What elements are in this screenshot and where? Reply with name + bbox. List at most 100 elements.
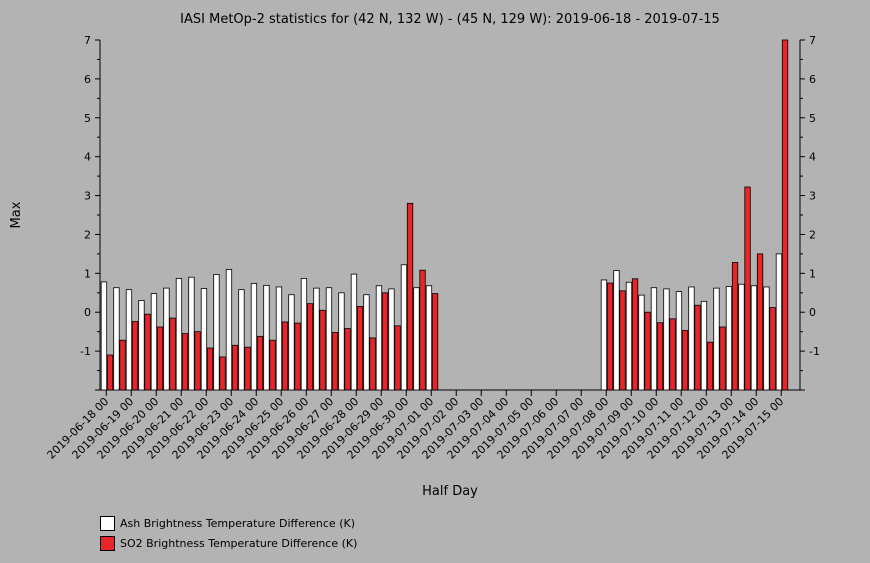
so2-bar [106,354,114,391]
ash-bar [775,253,783,391]
y-tick-label-left: 6 [84,73,91,86]
so2-bar [156,326,164,391]
legend-label-ash: Ash Brightness Temperature Difference (K… [120,516,355,530]
so2-bar [756,253,764,391]
so2-bar [344,328,351,391]
so2-bar [706,341,714,391]
so2-bar [669,318,676,391]
y-tick-label-left: 0 [84,306,91,319]
ash-bar [225,269,233,391]
ash-bar [338,292,345,391]
ash-bar [738,283,745,391]
ash-bar [150,293,158,391]
so2-bar [256,335,264,391]
ash-bar [313,287,320,391]
ash-bar [113,287,120,391]
so2-bar [269,339,276,391]
ash-bar [138,300,145,391]
ash-bar [200,288,208,391]
so2-bar [219,356,226,391]
y-tick-label-left: 1 [84,267,91,280]
ash-bar [375,285,383,391]
ash-bar [425,285,433,391]
ash-bar [175,277,183,391]
so2-bar [331,332,339,391]
ash-bar [250,283,258,391]
so2-bar [381,292,389,391]
so2-bar [731,262,739,391]
y-tick-label-right: 5 [809,112,816,125]
ash-bar [288,294,295,391]
legend-swatch-ash [100,515,115,531]
so2-bar [319,309,326,391]
so2-bar [631,278,639,391]
so2-bar [131,321,139,391]
y-tick-label-left: 3 [84,190,91,203]
so2-bar [194,331,201,391]
ash-bar [188,276,195,391]
y-tick-label-right: 2 [809,228,816,241]
so2-bar [406,202,414,391]
ash-bar [750,285,758,391]
y-tick-label-left: 4 [84,151,91,164]
y-tick-label-left: 7 [84,34,91,47]
x-axis-label: Half Day [422,484,478,499]
ash-bar [763,286,770,391]
ash-bar [300,277,308,391]
ash-bar [638,294,645,391]
so2-bar [431,293,439,391]
chart-title: IASI MetOp-2 statistics for (42 N, 132 W… [180,12,720,27]
y-tick-label-right: 1 [809,267,816,280]
ash-bar [100,281,108,391]
ash-bar [388,288,395,391]
ash-bar [700,300,708,391]
so2-bar [694,304,701,391]
so2-bar [206,347,214,391]
so2-bar [144,313,151,391]
so2-bar [744,186,751,391]
y-tick-label-left: 2 [84,228,91,241]
so2-bar [294,322,301,391]
ash-bar [325,287,333,391]
y-tick-label-right: 7 [809,34,816,47]
legend: Ash Brightness Temperature Difference (K… [100,513,357,553]
ash-bar [350,273,358,391]
ash-bar [725,286,733,391]
ash-bar [625,281,633,391]
y-axis-label: Max [9,201,24,228]
y-tick-label-right: 0 [809,306,816,319]
y-tick-label-right: -1 [809,345,820,358]
ash-bar [238,289,245,391]
ash-bar [600,279,608,391]
y-tick-label-left: -1 [80,345,91,358]
y-tick-label-left: 5 [84,112,91,125]
ash-bar [363,294,370,391]
so2-bar [681,330,689,391]
ash-bar [688,286,695,391]
so2-bar [169,317,176,391]
so2-bar [656,322,664,391]
ash-bar [263,284,270,391]
so2-bar [781,39,789,391]
so2-bar [119,339,126,391]
so2-bar [244,346,251,391]
so2-bar [619,290,626,391]
so2-bar [369,337,376,391]
so2-bar [356,305,364,391]
so2-bar [281,321,289,391]
legend-item-so2: SO2 Brightness Temperature Difference (K… [100,533,357,553]
so2-bar [231,344,239,391]
so2-bar [719,326,726,391]
ash-bar [613,270,620,391]
y-tick-label-right: 3 [809,190,816,203]
ash-bar [213,274,220,391]
ash-bar [663,288,670,391]
so2-bar [306,303,314,391]
so2-bar [181,333,189,391]
so2-bar [769,307,776,391]
so2-bar [606,282,614,391]
ash-bar [713,287,720,391]
ash-bar [163,287,170,391]
legend-item-ash: Ash Brightness Temperature Difference (K… [100,513,357,533]
